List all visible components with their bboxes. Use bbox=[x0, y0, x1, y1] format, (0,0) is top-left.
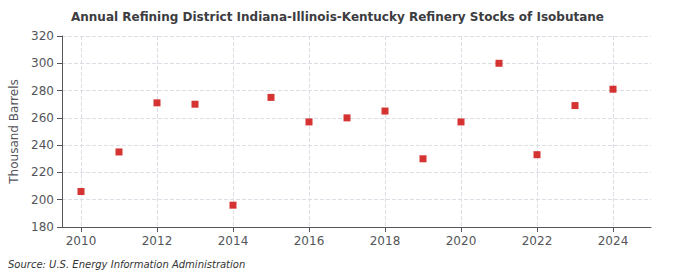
svg-text:2022: 2022 bbox=[522, 234, 553, 248]
svg-text:2010: 2010 bbox=[66, 234, 97, 248]
svg-text:2016: 2016 bbox=[294, 234, 325, 248]
svg-text:240: 240 bbox=[31, 138, 54, 152]
svg-text:Annual Refining District India: Annual Refining District Indiana-Illinoi… bbox=[71, 10, 604, 24]
svg-text:280: 280 bbox=[31, 84, 54, 98]
svg-text:320: 320 bbox=[31, 29, 54, 43]
svg-text:180: 180 bbox=[31, 220, 54, 234]
svg-text:2024: 2024 bbox=[598, 234, 629, 248]
svg-text:300: 300 bbox=[31, 56, 54, 70]
svg-text:2020: 2020 bbox=[446, 234, 477, 248]
svg-text:2018: 2018 bbox=[370, 234, 401, 248]
svg-text:2014: 2014 bbox=[218, 234, 249, 248]
svg-text:Thousand Barrels: Thousand Barrels bbox=[7, 79, 21, 184]
svg-text:200: 200 bbox=[31, 193, 54, 207]
svg-text:Source: U.S. Energy Informatio: Source: U.S. Energy Information Administ… bbox=[8, 259, 245, 270]
svg-text:220: 220 bbox=[31, 165, 54, 179]
svg-text:2012: 2012 bbox=[142, 234, 173, 248]
svg-text:260: 260 bbox=[31, 111, 54, 125]
